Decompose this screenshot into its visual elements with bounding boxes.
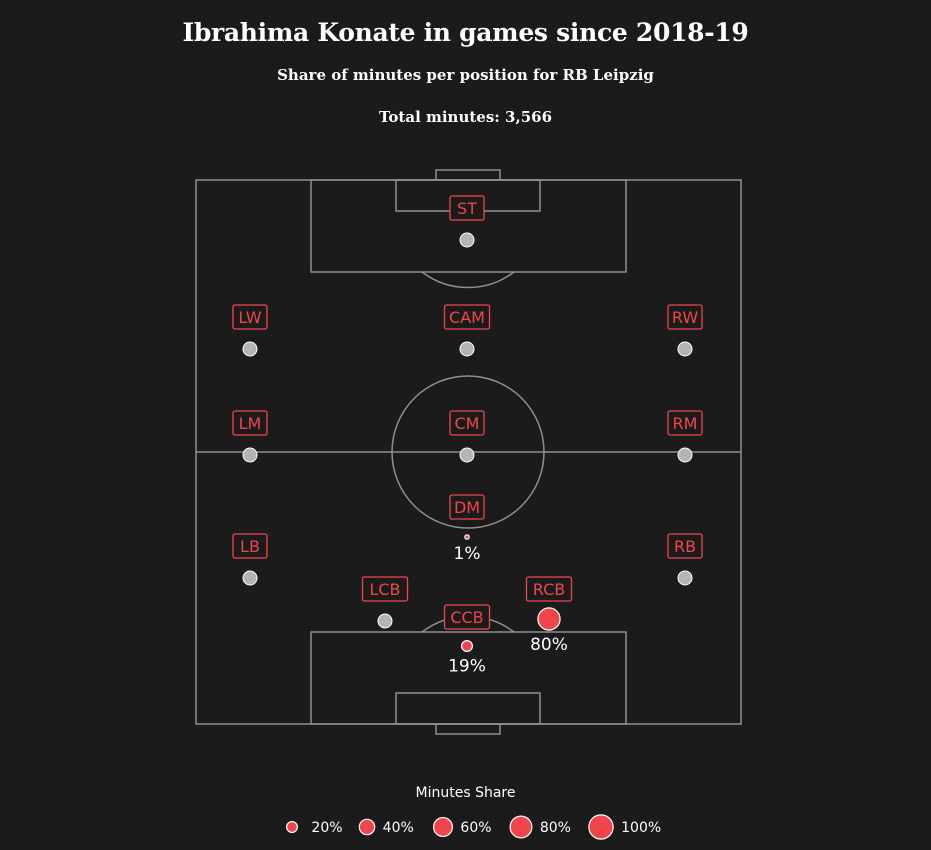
position-label-box-st xyxy=(449,195,485,221)
total-minutes-text: Total minutes: 3,566 xyxy=(378,108,553,126)
legend-dot-80 xyxy=(509,815,533,839)
position-dot-dm xyxy=(464,534,470,540)
position-label-box-rb xyxy=(667,533,703,559)
position-label-rm: RM xyxy=(673,414,698,433)
legend-label-20: 20% xyxy=(311,820,342,836)
top-goal xyxy=(435,169,501,181)
total-minutes-label: Total minutes: 3,566 xyxy=(0,108,931,126)
legend-dot-60 xyxy=(432,816,454,838)
position-label-ccb: CCB xyxy=(450,608,483,627)
position-label-lcb: LCB xyxy=(369,580,400,599)
position-dot-rb xyxy=(677,570,693,586)
position-dot-lm xyxy=(242,447,258,463)
position-dot-rm xyxy=(677,447,693,463)
position-label-box-dm xyxy=(449,494,485,520)
position-value-dm: 1% xyxy=(454,544,481,564)
position-dot-rw xyxy=(677,341,693,357)
center-circle xyxy=(391,375,545,529)
legend-layer: 20% 40% 60% 80% 100% xyxy=(285,814,661,840)
position-dot-lw xyxy=(242,341,258,357)
position-label-box-lw xyxy=(232,304,268,330)
position-label-box-lb xyxy=(232,533,268,559)
position-label-box-lm xyxy=(232,410,268,436)
legend-label-40: 40% xyxy=(383,820,414,836)
position-label-st: ST xyxy=(457,199,477,218)
position-dot-rcb xyxy=(537,607,561,631)
top-penalty-arc xyxy=(421,271,515,289)
position-label-lw: LW xyxy=(238,308,261,327)
position-label-rw: RW xyxy=(672,308,698,327)
position-label-lm: LM xyxy=(239,414,262,433)
legend-dot-20 xyxy=(285,820,299,834)
position-label-cm: CM xyxy=(455,414,480,433)
position-dot-ccb xyxy=(460,639,474,653)
legend-label-80: 80% xyxy=(540,820,571,836)
bottom-goal xyxy=(435,723,501,735)
position-label-rb: RB xyxy=(674,537,696,556)
position-label-lb: LB xyxy=(240,537,260,556)
position-value-rcb: 80% xyxy=(530,635,568,655)
legend-dot-100 xyxy=(588,814,614,840)
position-label-box-cam xyxy=(443,304,491,330)
position-value-ccb: 19% xyxy=(448,656,486,676)
chart-title: Ibrahima Konate in games since 2018-19 xyxy=(182,18,749,47)
position-dot-cam xyxy=(459,341,475,357)
chart-subtitle: Share of minutes per position for RB Lei… xyxy=(277,66,654,84)
top-penalty-box xyxy=(310,179,627,273)
position-dot-lb xyxy=(242,570,258,586)
legend-label-100: 100% xyxy=(621,820,661,836)
position-dot-cm xyxy=(459,447,475,463)
position-label-rcb: RCB xyxy=(533,580,565,599)
legend-dot-40 xyxy=(358,818,376,836)
position-label-box-rm xyxy=(667,410,703,436)
bottom-six-yard-box xyxy=(395,692,541,725)
position-label-cam: CAM xyxy=(449,308,485,327)
position-label-box-rw xyxy=(667,304,703,330)
position-label-dm: DM xyxy=(454,498,480,517)
position-dot-st xyxy=(459,232,475,248)
legend-title: Minutes Share xyxy=(415,785,516,801)
position-label-box-cm xyxy=(449,410,485,436)
positions-layer: ST LW CAM RW LM CM RM DM 1% LB RB LCB RCB 80% CCB 19% xyxy=(232,195,703,676)
legend-label-60: 60% xyxy=(460,820,491,836)
position-label-box-ccb xyxy=(443,604,491,630)
position-label-box-rcb xyxy=(525,576,573,602)
position-dot-lcb xyxy=(377,613,393,629)
position-label-box-lcb xyxy=(361,576,409,602)
